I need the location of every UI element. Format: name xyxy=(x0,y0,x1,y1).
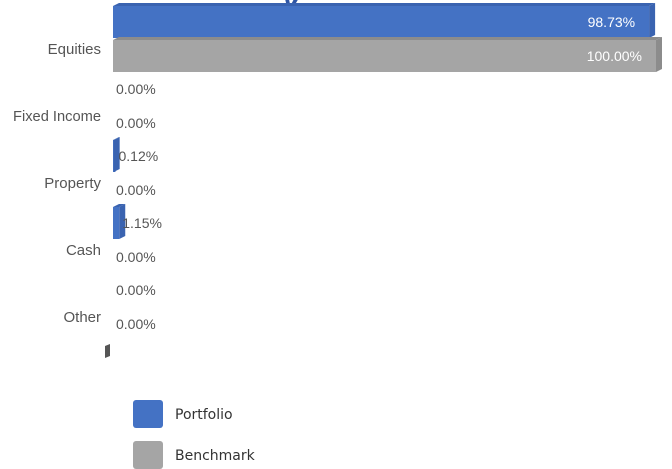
bar-portfolio-cash xyxy=(113,204,126,239)
value-label-portfolio-equities: 98.73% xyxy=(588,14,635,30)
value-label-benchmark-fixed-income: 0.00% xyxy=(116,115,156,131)
allocation-bar-chart: Equities 98.73% 100.00% Fixed Income 0.00% 0.… xyxy=(13,3,662,358)
value-label-benchmark-equities: 100.00% xyxy=(587,48,642,64)
legend-label-benchmark: Benchmark xyxy=(175,448,255,464)
value-label-portfolio-cash: 1.15% xyxy=(122,215,162,231)
value-label-benchmark-other: 0.00% xyxy=(116,316,156,332)
category-label-cash: Cash xyxy=(66,242,101,259)
category-label-equities: Equities xyxy=(48,41,101,58)
category-label-fixed-income: Fixed Income xyxy=(13,108,101,125)
category-label-other: Other xyxy=(63,309,101,326)
value-label-benchmark-property: 0.00% xyxy=(116,182,156,198)
axis-fragment-marker xyxy=(105,344,110,358)
value-label-portfolio-fixed-income: 0.00% xyxy=(116,81,156,97)
legend-item-benchmark: Benchmark xyxy=(133,441,333,469)
value-label-portfolio-property: 0.12% xyxy=(119,148,159,164)
category-label-property: Property xyxy=(44,175,101,192)
bar-portfolio-equities xyxy=(113,3,656,38)
bar-portfolio-property xyxy=(113,137,120,172)
legend-swatch-benchmark xyxy=(133,441,163,469)
legend-label-portfolio: Portfolio xyxy=(175,407,233,423)
bar-benchmark-equities xyxy=(113,37,662,72)
value-label-portfolio-other: 0.00% xyxy=(116,282,156,298)
value-label-benchmark-cash: 0.00% xyxy=(116,249,156,265)
legend-item-portfolio: Portfolio xyxy=(133,400,333,428)
legend-swatch-portfolio xyxy=(133,400,163,428)
